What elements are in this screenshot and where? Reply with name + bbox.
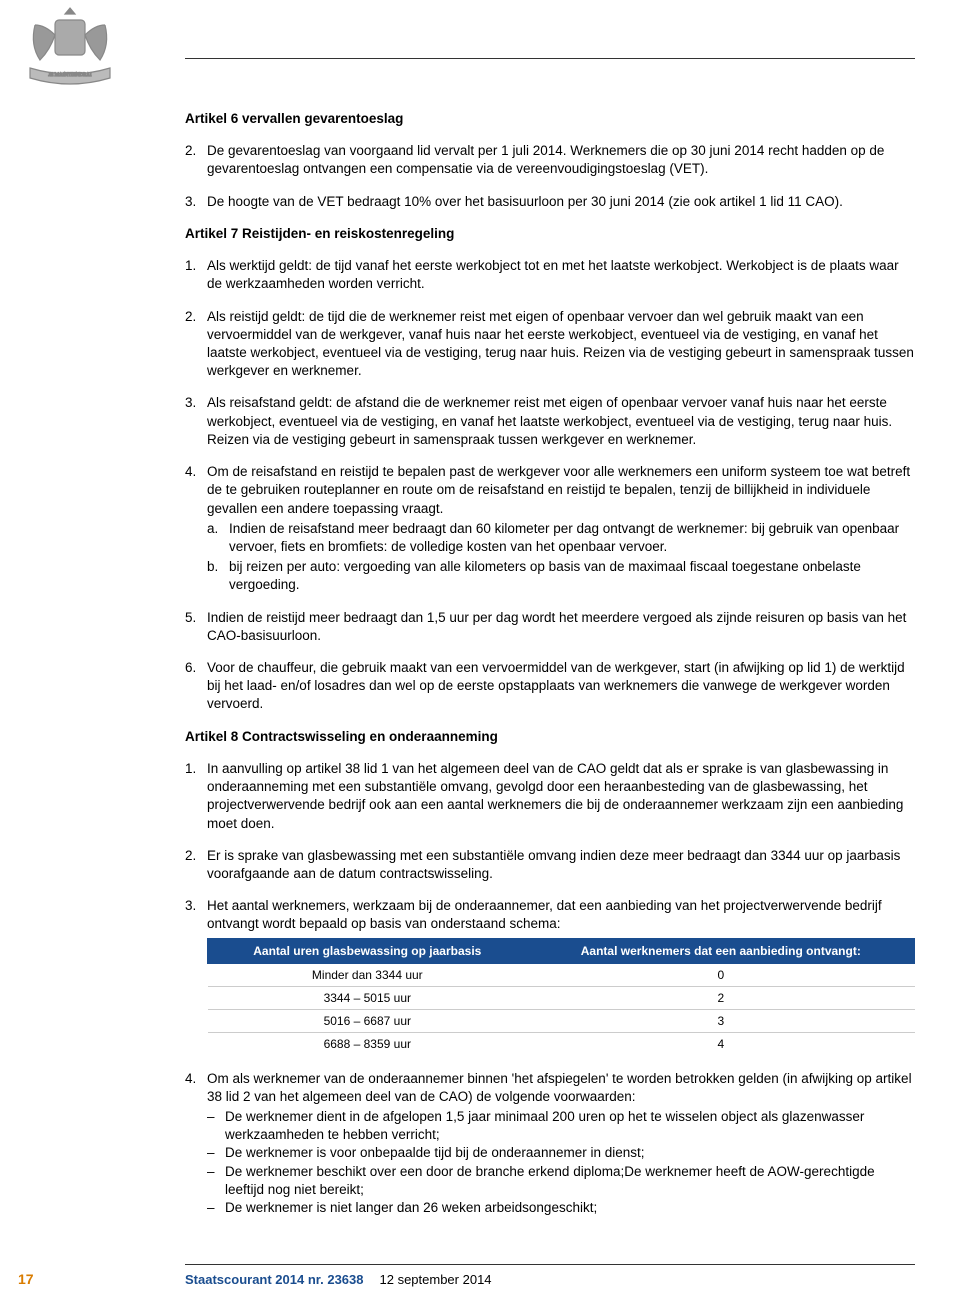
dash-item: –De werknemer dient in de afgelopen 1,5 … (207, 1108, 915, 1144)
dash-marker: – (207, 1144, 225, 1162)
table-row: 5016 – 6687 uur3 (208, 1010, 915, 1033)
item-text: Indien de reistijd meer bedraagt dan 1,5… (207, 609, 915, 645)
item-number: 2. (185, 142, 207, 178)
item-text: Om de reisafstand en reistijd te bepalen… (207, 463, 915, 595)
item-text: In aanvulling op artikel 38 lid 1 van he… (207, 760, 915, 833)
item-number: 4. (185, 463, 207, 595)
dash-marker: – (207, 1108, 225, 1144)
sub-item: a.Indien de reisafstand meer bedraagt da… (207, 520, 915, 556)
article-6-list: 2.De gevarentoeslag van voorgaand lid ve… (185, 142, 915, 211)
item-text: Om als werknemer van de onderaannemer bi… (207, 1070, 915, 1218)
item-number: 4. (185, 1070, 207, 1218)
list-item: 3.Als reisafstand geldt: de afstand die … (185, 394, 915, 449)
article-7-title: Artikel 7 Reistijden- en reiskostenregel… (185, 225, 915, 243)
list-item: 3. Het aantal werknemers, werkzaam bij d… (185, 897, 915, 1065)
list-item: 2.De gevarentoeslag van voorgaand lid ve… (185, 142, 915, 178)
item-text: De gevarentoeslag van voorgaand lid verv… (207, 142, 915, 178)
dash-list: –De werknemer dient in de afgelopen 1,5 … (207, 1108, 915, 1217)
list-item: 4. Om als werknemer van de onderaannemer… (185, 1070, 915, 1218)
table-cell: Minder dan 3344 uur (208, 963, 528, 986)
sub-text: Indien de reisafstand meer bedraagt dan … (229, 520, 915, 556)
item-text-main: Het aantal werknemers, werkzaam bij de o… (207, 898, 882, 931)
list-item: 2.Als reistijd geldt: de tijd die de wer… (185, 308, 915, 381)
table-row: 3344 – 5015 uur2 (208, 987, 915, 1010)
dash-marker: – (207, 1163, 225, 1199)
article-8-title: Artikel 8 Contractswisseling en onderaan… (185, 728, 915, 746)
table-cell: 6688 – 8359 uur (208, 1033, 528, 1056)
publication-ref: Staatscourant 2014 nr. 23638 (185, 1271, 364, 1289)
publication-date: 12 september 2014 (380, 1271, 492, 1289)
page-footer: 17 Staatscourant 2014 nr. 23638 12 septe… (0, 1264, 960, 1305)
dash-text: De werknemer beschikt over een door de b… (225, 1163, 915, 1199)
dash-marker: – (207, 1199, 225, 1217)
top-divider (185, 58, 915, 59)
sub-item: b.bij reizen per auto: vergoeding van al… (207, 558, 915, 594)
list-item: 2.Er is sprake van glasbewassing met een… (185, 847, 915, 883)
article-8-list: 1.In aanvulling op artikel 38 lid 1 van … (185, 760, 915, 1217)
dash-text: De werknemer is voor onbepaalde tijd bij… (225, 1144, 915, 1162)
list-item: 3.De hoogte van de VET bedraagt 10% over… (185, 193, 915, 211)
table-row: 6688 – 8359 uur4 (208, 1033, 915, 1056)
dash-item: –De werknemer is niet langer dan 26 weke… (207, 1199, 915, 1217)
dash-item: –De werknemer is voor onbepaalde tijd bi… (207, 1144, 915, 1162)
page-number: 17 (0, 1270, 185, 1289)
item-number: 2. (185, 847, 207, 883)
item-number: 3. (185, 394, 207, 449)
item-number: 3. (185, 193, 207, 211)
hours-table: Aantal uren glasbewassing op jaarbasis A… (207, 938, 915, 1056)
list-item: 4. Om de reisafstand en reistijd te bepa… (185, 463, 915, 595)
list-item: 5.Indien de reistijd meer bedraagt dan 1… (185, 609, 915, 645)
item-text: Het aantal werknemers, werkzaam bij de o… (207, 897, 915, 1065)
item-text: Als reistijd geldt: de tijd die de werkn… (207, 308, 915, 381)
table-cell: 0 (527, 963, 914, 986)
item-number: 6. (185, 659, 207, 714)
article-7-list: 1.Als werktijd geldt: de tijd vanaf het … (185, 257, 915, 714)
document-body: Artikel 6 vervallen gevarentoeslag 2.De … (0, 0, 960, 1217)
article-6-title: Artikel 6 vervallen gevarentoeslag (185, 110, 915, 128)
sub-number: a. (207, 520, 229, 556)
table-cell: 4 (527, 1033, 914, 1056)
svg-text:JE MAINTIENDRAI: JE MAINTIENDRAI (48, 73, 92, 78)
item-text-main: Om als werknemer van de onderaannemer bi… (207, 1071, 912, 1104)
list-item: 1.In aanvulling op artikel 38 lid 1 van … (185, 760, 915, 833)
list-item: 6.Voor de chauffeur, die gebruik maakt v… (185, 659, 915, 714)
item-text: Voor de chauffeur, die gebruik maakt van… (207, 659, 915, 714)
item-text: Er is sprake van glasbewassing met een s… (207, 847, 915, 883)
item-number: 5. (185, 609, 207, 645)
item-number: 2. (185, 308, 207, 381)
item-number: 1. (185, 760, 207, 833)
table-cell: 3 (527, 1010, 914, 1033)
table-cell: 3344 – 5015 uur (208, 987, 528, 1010)
table-cell: 2 (527, 987, 914, 1010)
dash-item: –De werknemer beschikt over een door de … (207, 1163, 915, 1199)
item-number: 1. (185, 257, 207, 293)
item-text: Als werktijd geldt: de tijd vanaf het ee… (207, 257, 915, 293)
table-header-cell: Aantal uren glasbewassing op jaarbasis (208, 938, 528, 963)
dash-text: De werknemer dient in de afgelopen 1,5 j… (225, 1108, 915, 1144)
item-text: Als reisafstand geldt: de afstand die de… (207, 394, 915, 449)
item-text-main: Om de reisafstand en reistijd te bepalen… (207, 464, 910, 515)
coat-of-arms-logo: JE MAINTIENDRAI (15, 0, 125, 95)
table-row: Minder dan 3344 uur0 (208, 963, 915, 986)
sub-number: b. (207, 558, 229, 594)
item-number: 3. (185, 897, 207, 1065)
sub-text: bij reizen per auto: vergoeding van alle… (229, 558, 915, 594)
item-text: De hoogte van de VET bedraagt 10% over h… (207, 193, 915, 211)
dash-text: De werknemer is niet langer dan 26 weken… (225, 1199, 915, 1217)
table-header-cell: Aantal werknemers dat een aanbieding ont… (527, 938, 914, 963)
list-item: 1.Als werktijd geldt: de tijd vanaf het … (185, 257, 915, 293)
table-cell: 5016 – 6687 uur (208, 1010, 528, 1033)
